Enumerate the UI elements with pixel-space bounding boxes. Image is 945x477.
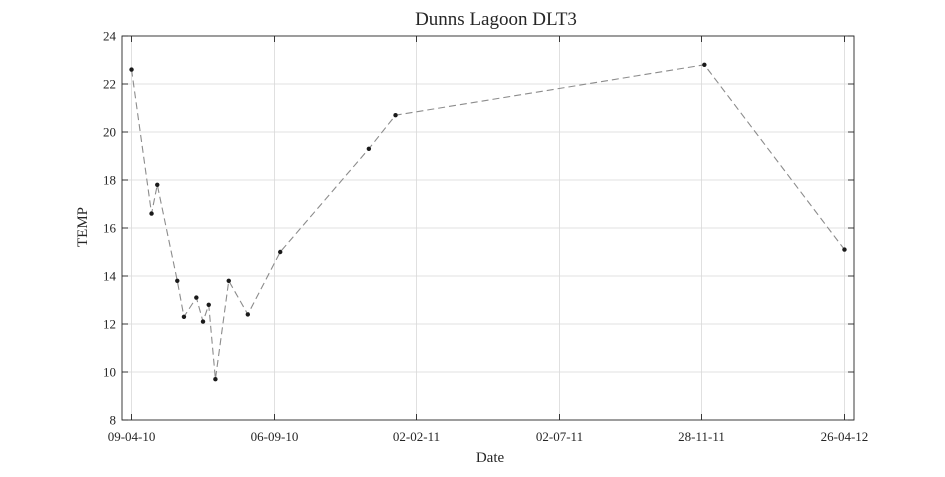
data-markers <box>129 62 847 382</box>
data-point <box>206 302 211 307</box>
data-point <box>181 314 187 319</box>
y-tick-label: 16 <box>103 221 117 236</box>
x-tick-label: 02-07-11 <box>536 429 583 444</box>
tick-labels: 8 10 12 14 16 18 20 22 24 09-04-10 06-09-10 02-02-1… <box>103 29 868 445</box>
x-axis-label: Date <box>476 450 505 466</box>
grid <box>122 36 854 420</box>
x-tick-label: 28-11-11 <box>678 429 725 444</box>
data-point <box>194 295 199 300</box>
y-tick-label: 10 <box>103 365 116 380</box>
y-tick-label: 22 <box>103 77 116 92</box>
data-point <box>175 278 180 283</box>
y-tick-label: 8 <box>110 413 117 428</box>
series-line <box>130 64 845 380</box>
data-point <box>155 182 160 187</box>
y-tick-label: 20 <box>103 125 116 140</box>
data-point <box>245 312 251 317</box>
data-point <box>702 62 707 67</box>
y-tick-label: 24 <box>103 29 117 44</box>
y-tick-label: 12 <box>103 317 116 332</box>
data-point <box>393 113 398 118</box>
y-tick-label: 18 <box>103 173 116 188</box>
axis-ticks <box>122 35 854 421</box>
y-axis-label: TEMP <box>75 207 91 247</box>
y-tick-label: 14 <box>103 269 117 284</box>
x-tick-label: 02-02-11 <box>393 429 440 444</box>
data-point <box>200 319 206 324</box>
x-tick-label: 06-09-10 <box>251 429 299 444</box>
chart-title: Dunns Lagoon DLT3 <box>415 9 577 30</box>
x-tick-label: 26-04-12 <box>821 429 869 444</box>
data-point <box>129 67 134 72</box>
data-point <box>149 211 154 216</box>
x-tick-label: 09-04-10 <box>108 429 156 444</box>
data-point <box>226 278 231 283</box>
data-point <box>842 247 847 252</box>
data-point <box>278 249 283 255</box>
data-point <box>366 146 372 151</box>
data-point <box>213 377 218 382</box>
